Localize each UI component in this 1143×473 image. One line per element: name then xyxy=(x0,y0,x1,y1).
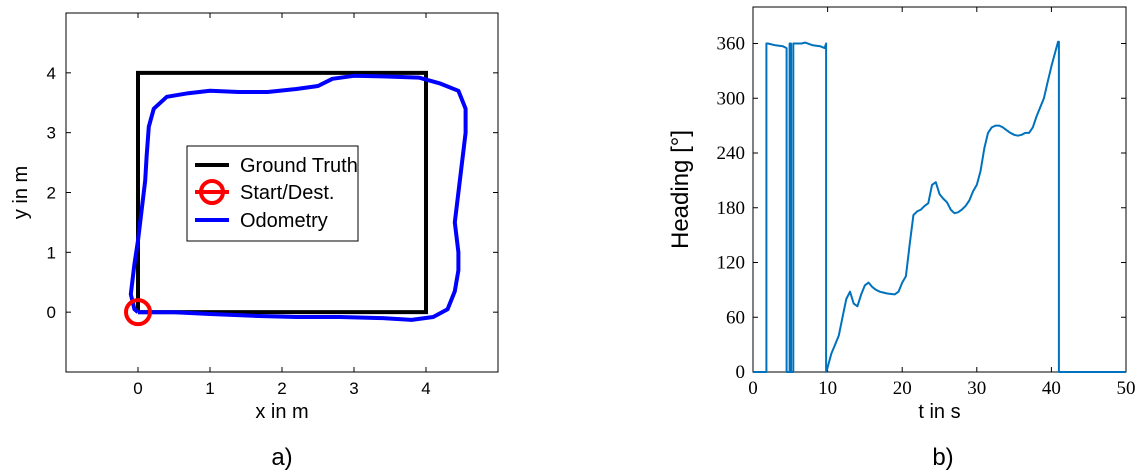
y-tick-label-a: 0 xyxy=(47,303,56,322)
x-tick-label-a: 4 xyxy=(421,379,430,398)
legend-label-odometry: Odometry xyxy=(240,210,328,232)
panel-label-b: b) xyxy=(932,444,953,471)
y-tick-label-a: 1 xyxy=(47,243,56,262)
y-tick-label-b: 120 xyxy=(717,253,746,274)
ticks-b: 0 10 20 30 40 50 0 60 120 180 240 300 360 xyxy=(717,7,1136,399)
y-tick-label-a: 2 xyxy=(47,184,56,203)
y-tick-label-b: 180 xyxy=(717,198,746,219)
legend-label-ground-truth: Ground Truth xyxy=(240,155,358,177)
y-tick-label-a: 3 xyxy=(47,124,56,143)
series-b xyxy=(753,40,1126,373)
legend-marker-start-dest xyxy=(199,179,225,205)
ticks-a: 0 1 2 3 4 0 1 2 3 4 xyxy=(47,13,498,398)
legend-a: Ground Truth Start/Dest. Odometry xyxy=(186,145,359,242)
x-axis-label-a: x in m xyxy=(255,401,308,423)
series-heading xyxy=(753,40,1126,373)
y-axis-label-a: y in m xyxy=(10,166,32,219)
y-tick-label-b: 300 xyxy=(717,88,746,109)
series-a xyxy=(124,70,468,327)
x-tick-label-a: 1 xyxy=(205,379,214,398)
y-tick-label-b: 360 xyxy=(717,34,746,55)
y-tick-label-b: 240 xyxy=(717,143,746,164)
x-tick-label-b: 20 xyxy=(893,378,912,399)
start-dest-marker xyxy=(124,298,152,327)
plot-frame-b xyxy=(752,6,1127,373)
panel-label-a: a) xyxy=(271,444,292,471)
y-tick-label-a: 4 xyxy=(47,64,56,83)
series-odometry xyxy=(128,73,468,322)
x-tick-label-b: 50 xyxy=(1117,378,1136,399)
x-tick-label-a: 3 xyxy=(349,379,358,398)
x-tick-label-b: 30 xyxy=(967,378,986,399)
series-ground-truth xyxy=(136,70,428,315)
y-axis-label-b: Heading [°] xyxy=(667,130,694,249)
x-tick-label-b: 10 xyxy=(818,378,837,399)
panel-a: 0 1 2 3 4 0 1 2 3 4 x in m y in m a) Ground Truth… xyxy=(10,12,499,471)
legend-label-start-dest: Start/Dest. xyxy=(240,182,334,204)
x-tick-label-a: 0 xyxy=(133,379,142,398)
y-tick-label-b: 0 xyxy=(736,362,746,383)
x-axis-label-b: t in s xyxy=(918,401,960,423)
x-tick-label-b: 0 xyxy=(748,378,758,399)
panel-b: 0 10 20 30 40 50 0 60 120 180 240 300 360 t in s Hea… xyxy=(667,6,1136,471)
y-tick-label-b: 60 xyxy=(726,307,745,328)
x-tick-label-a: 2 xyxy=(277,379,286,398)
x-tick-label-b: 40 xyxy=(1042,378,1061,399)
